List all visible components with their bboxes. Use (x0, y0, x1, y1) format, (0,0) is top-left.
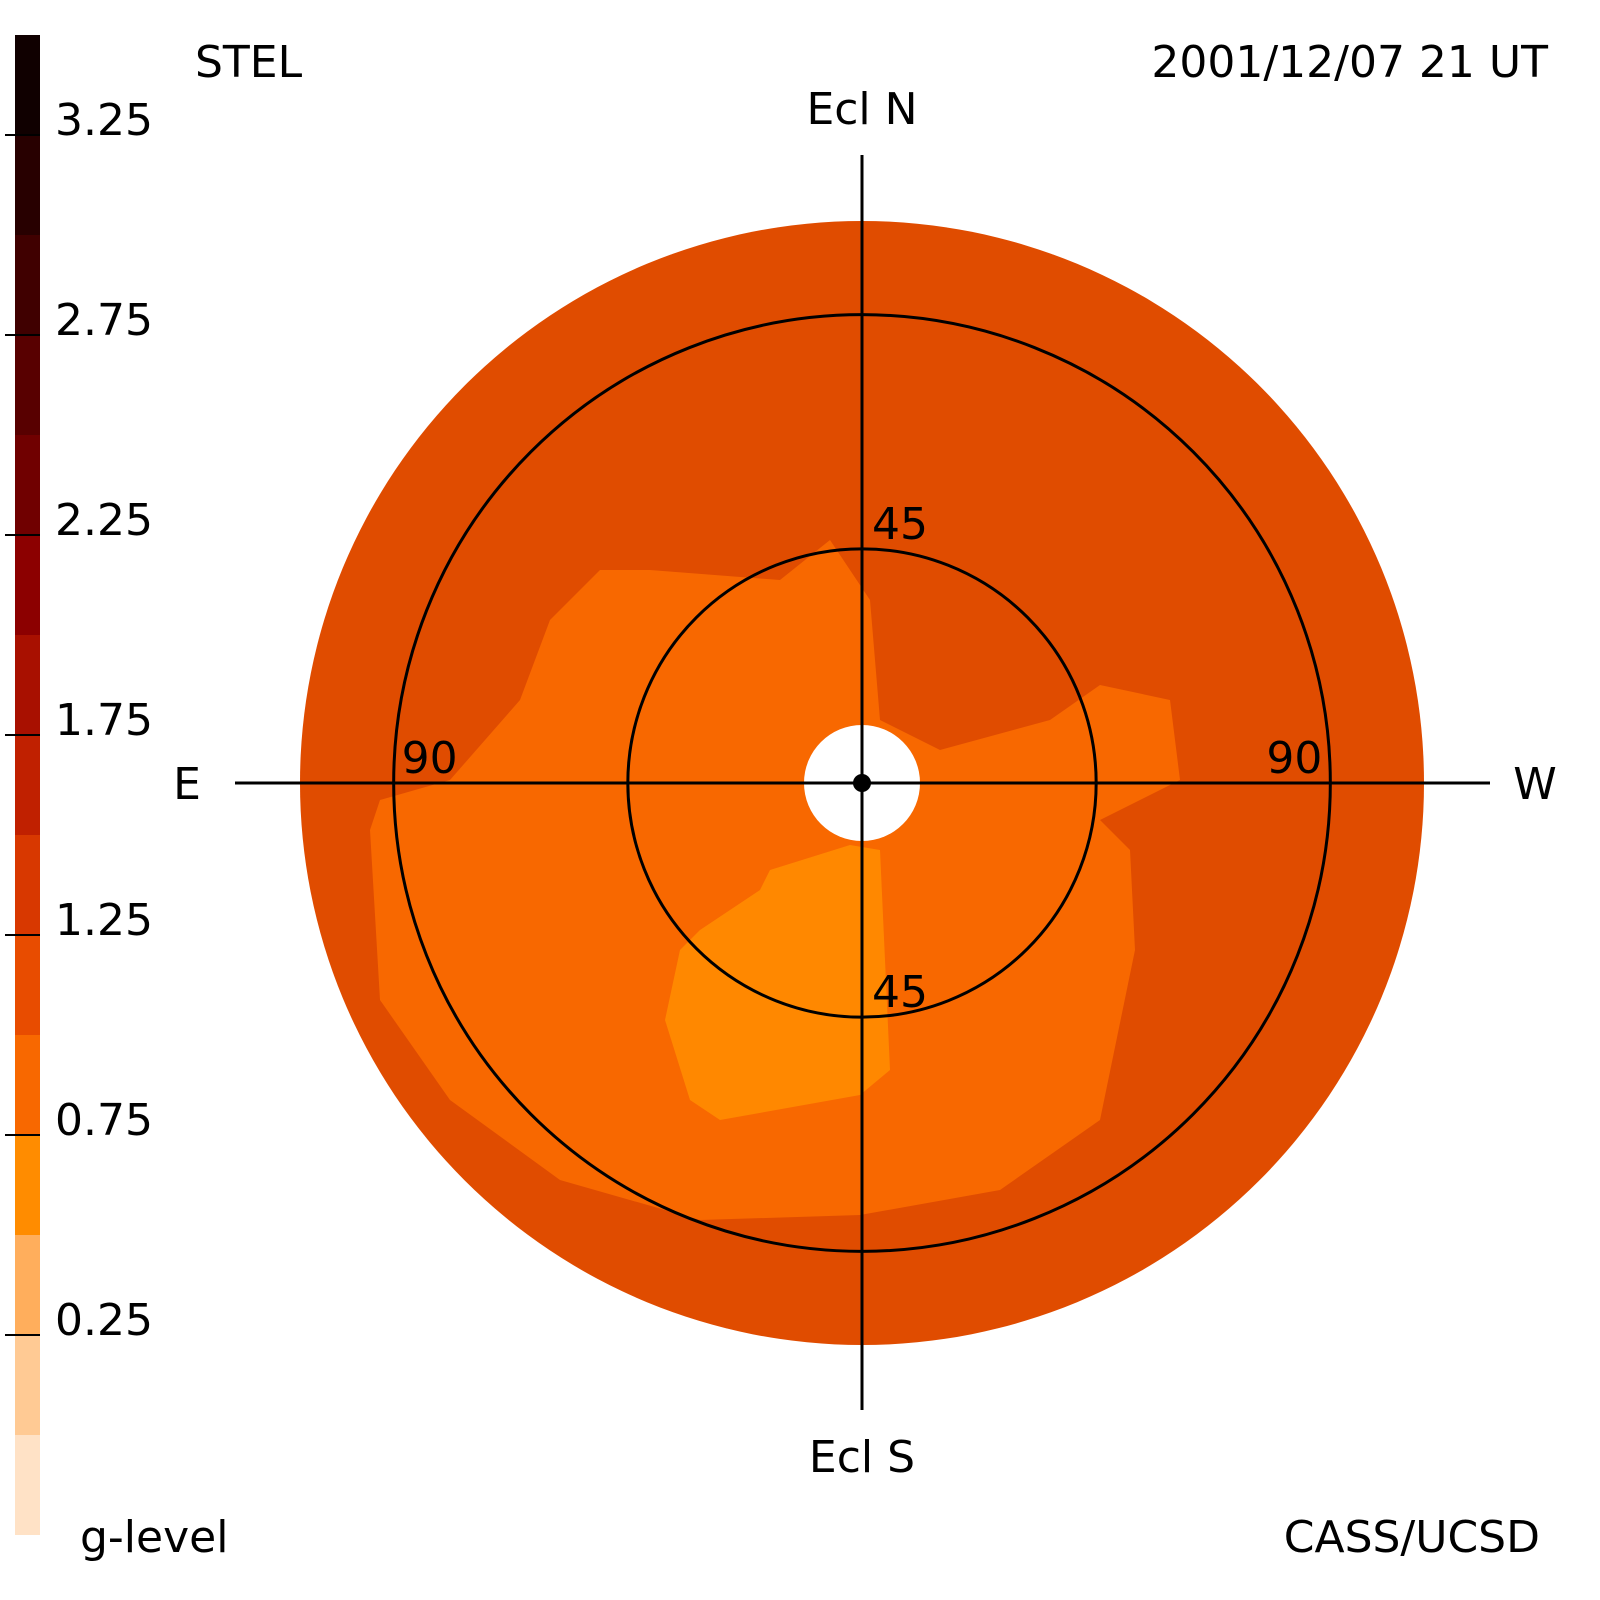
colorbar-band (15, 1235, 40, 1335)
colorbar-band (15, 35, 40, 135)
direction-label: E (173, 759, 201, 810)
colorbar-label: g-level (80, 1512, 228, 1563)
ring-label: 45 (872, 499, 928, 550)
colorbar-band (15, 235, 40, 335)
direction-label: Ecl S (809, 1432, 915, 1483)
colorbar-band (15, 1435, 40, 1535)
colorbar-tick-label: 3.25 (55, 95, 153, 146)
colorbar-tick-label: 1.75 (55, 695, 153, 746)
subtitle: 2001/12/07 21 UT (1151, 37, 1548, 88)
colorbar-band (15, 535, 40, 635)
direction-label: W (1513, 759, 1557, 810)
colorbar-band (15, 935, 40, 1035)
ring-label: 45 (872, 967, 928, 1018)
colorbar-tick-label: 2.75 (55, 295, 153, 346)
ring-label: 90 (1266, 733, 1322, 784)
sun-center (853, 774, 871, 792)
colorbar-tick-label: 2.25 (55, 495, 153, 546)
colorbar-tick-label: 0.25 (55, 1295, 153, 1346)
colorbar-band (15, 835, 40, 935)
ring-label: 90 (402, 733, 458, 784)
title: STEL (195, 37, 303, 88)
colorbar-band (15, 135, 40, 235)
colorbar-tick-label: 1.25 (55, 895, 153, 946)
colorbar-band (15, 735, 40, 835)
colorbar-band (15, 1035, 40, 1135)
colorbar-band (15, 1135, 40, 1235)
colorbar-band (15, 1335, 40, 1435)
direction-label: Ecl N (806, 84, 917, 135)
colorbar-band (15, 435, 40, 535)
colorbar-band (15, 635, 40, 735)
region (665, 845, 890, 1120)
colorbar-band (15, 335, 40, 435)
credit: CASS/UCSD (1284, 1512, 1540, 1563)
colorbar-tick-label: 0.75 (55, 1095, 153, 1146)
